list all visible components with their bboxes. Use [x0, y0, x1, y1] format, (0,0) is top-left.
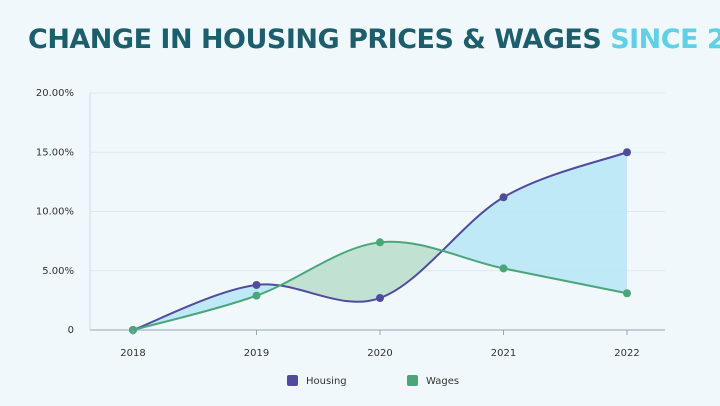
y-tick-label: 10.00%	[36, 207, 74, 218]
legend-label: Housing	[306, 376, 347, 387]
chart-title-group: CHANGE IN HOUSING PRICES & WAGES SINCE 2…	[28, 24, 720, 55]
legend-swatch	[407, 375, 418, 386]
x-tick-label: 2020	[367, 348, 392, 359]
chart-subtitle: SINCE 2018	[610, 24, 720, 55]
x-tick-label: 2018	[120, 348, 145, 359]
point	[499, 264, 508, 273]
legend-swatch	[287, 375, 298, 386]
point	[376, 294, 384, 303]
x-tick-label: 2022	[614, 348, 639, 359]
legend-label: Wages	[426, 376, 459, 387]
y-tick-label: 0	[68, 325, 74, 336]
y-tick-label: 20.00%	[36, 88, 74, 99]
point	[376, 238, 384, 247]
chart-title: CHANGE IN HOUSING PRICES & WAGES	[28, 24, 601, 55]
point	[499, 193, 508, 202]
point	[252, 280, 261, 289]
y-tick-label: 5.00%	[42, 266, 74, 277]
x-tick-label: 2019	[244, 348, 269, 359]
point	[623, 148, 631, 157]
point	[623, 289, 631, 298]
point	[252, 291, 261, 300]
x-tick-label: 2021	[491, 348, 516, 359]
y-tick-label: 15.00%	[36, 147, 74, 158]
